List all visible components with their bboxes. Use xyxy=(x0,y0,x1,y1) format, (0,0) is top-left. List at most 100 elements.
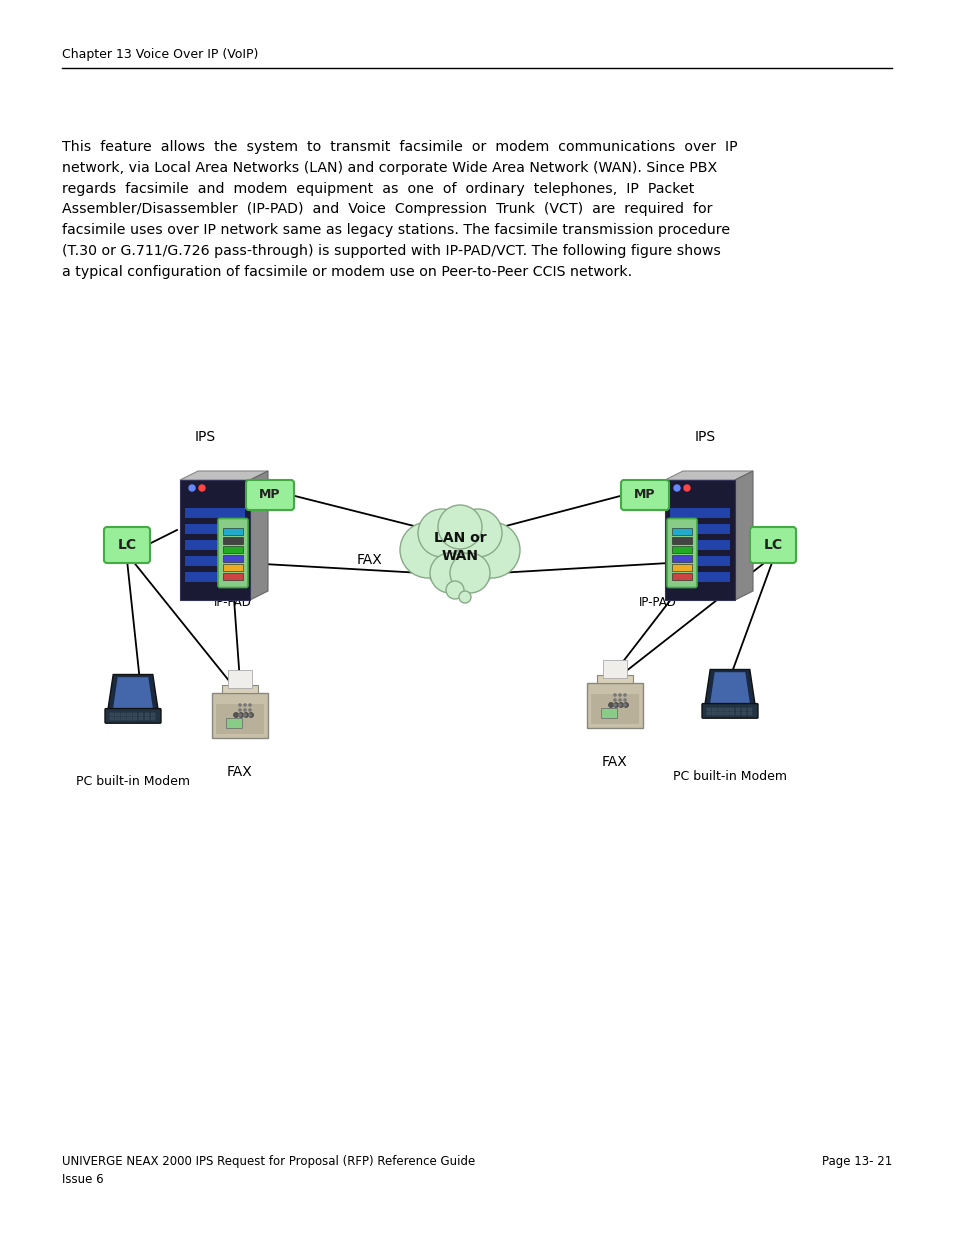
Bar xyxy=(712,708,717,711)
Text: FAX: FAX xyxy=(356,553,382,567)
Circle shape xyxy=(399,522,456,578)
Bar xyxy=(145,713,149,716)
FancyBboxPatch shape xyxy=(701,704,758,719)
Circle shape xyxy=(454,509,501,557)
Bar xyxy=(215,704,264,734)
Bar xyxy=(132,718,137,720)
Bar xyxy=(223,555,243,562)
Text: Page 13- 21: Page 13- 21 xyxy=(821,1155,891,1168)
Circle shape xyxy=(613,703,617,706)
Circle shape xyxy=(622,703,626,706)
FancyBboxPatch shape xyxy=(666,519,697,588)
Bar xyxy=(586,683,642,727)
Bar xyxy=(747,708,751,711)
Text: MP: MP xyxy=(259,489,280,501)
Bar xyxy=(151,718,155,720)
Bar xyxy=(151,713,155,716)
FancyBboxPatch shape xyxy=(105,709,161,724)
Circle shape xyxy=(243,703,247,706)
Bar xyxy=(669,572,729,582)
Bar xyxy=(597,676,633,683)
Circle shape xyxy=(248,708,252,711)
Bar xyxy=(132,713,137,716)
Bar xyxy=(127,718,132,720)
FancyBboxPatch shape xyxy=(104,527,150,563)
Bar xyxy=(740,713,745,715)
Bar xyxy=(729,713,734,715)
Bar xyxy=(223,563,243,571)
Bar xyxy=(590,694,639,724)
Bar xyxy=(600,708,617,718)
Bar xyxy=(121,718,126,720)
Bar xyxy=(723,713,728,715)
Circle shape xyxy=(437,505,481,550)
Polygon shape xyxy=(113,677,152,708)
Circle shape xyxy=(618,698,621,701)
Polygon shape xyxy=(709,672,749,703)
Bar xyxy=(735,708,740,711)
Bar xyxy=(121,713,126,716)
Bar xyxy=(115,713,120,716)
Circle shape xyxy=(189,485,194,492)
Circle shape xyxy=(618,693,621,697)
Bar xyxy=(671,546,691,552)
Polygon shape xyxy=(250,471,268,600)
Bar xyxy=(223,527,243,535)
Bar xyxy=(222,685,257,693)
Bar xyxy=(185,524,245,534)
Circle shape xyxy=(463,522,519,578)
Circle shape xyxy=(613,693,617,697)
Bar xyxy=(228,671,252,688)
Circle shape xyxy=(622,693,626,697)
Circle shape xyxy=(450,553,490,593)
Circle shape xyxy=(618,703,623,708)
Bar xyxy=(223,546,243,552)
Bar xyxy=(139,713,143,716)
Text: IP-PAD: IP-PAD xyxy=(213,597,252,609)
Circle shape xyxy=(446,580,463,599)
Bar xyxy=(212,693,268,739)
Bar xyxy=(185,508,245,517)
Bar xyxy=(145,718,149,720)
Polygon shape xyxy=(108,674,158,710)
Bar xyxy=(671,536,691,543)
Bar xyxy=(706,708,710,711)
Circle shape xyxy=(623,703,628,708)
Circle shape xyxy=(248,713,252,716)
Circle shape xyxy=(238,713,243,718)
Bar xyxy=(718,708,722,711)
Bar xyxy=(669,508,729,517)
Text: LC: LC xyxy=(762,538,781,552)
Polygon shape xyxy=(180,471,268,480)
Text: Chapter 13 Voice Over IP (VoIP): Chapter 13 Voice Over IP (VoIP) xyxy=(62,48,258,61)
Text: IP-PAD: IP-PAD xyxy=(639,597,677,609)
Text: MP: MP xyxy=(634,489,655,501)
Bar xyxy=(139,718,143,720)
Circle shape xyxy=(243,713,247,716)
Circle shape xyxy=(243,708,247,711)
Bar xyxy=(185,540,245,550)
Bar xyxy=(671,563,691,571)
FancyBboxPatch shape xyxy=(218,519,248,588)
Text: FAX: FAX xyxy=(601,755,627,769)
Circle shape xyxy=(238,708,241,711)
Circle shape xyxy=(248,713,253,718)
Text: IPS: IPS xyxy=(194,430,215,445)
Bar xyxy=(115,718,120,720)
Bar xyxy=(110,718,114,720)
Text: PC built-in Modem: PC built-in Modem xyxy=(76,776,190,788)
Bar xyxy=(185,556,245,566)
Text: FAX: FAX xyxy=(227,764,253,779)
Bar xyxy=(718,713,722,715)
Text: UNIVERGE NEAX 2000 IPS Request for Proposal (RFP) Reference Guide
Issue 6: UNIVERGE NEAX 2000 IPS Request for Propo… xyxy=(62,1155,475,1186)
Text: IPS: IPS xyxy=(694,430,715,445)
Bar xyxy=(226,718,242,727)
Circle shape xyxy=(613,698,617,701)
Circle shape xyxy=(421,517,497,593)
Bar xyxy=(602,659,626,678)
Bar xyxy=(671,573,691,579)
Circle shape xyxy=(199,485,205,492)
Circle shape xyxy=(417,509,465,557)
Circle shape xyxy=(430,553,470,593)
Polygon shape xyxy=(704,669,755,705)
